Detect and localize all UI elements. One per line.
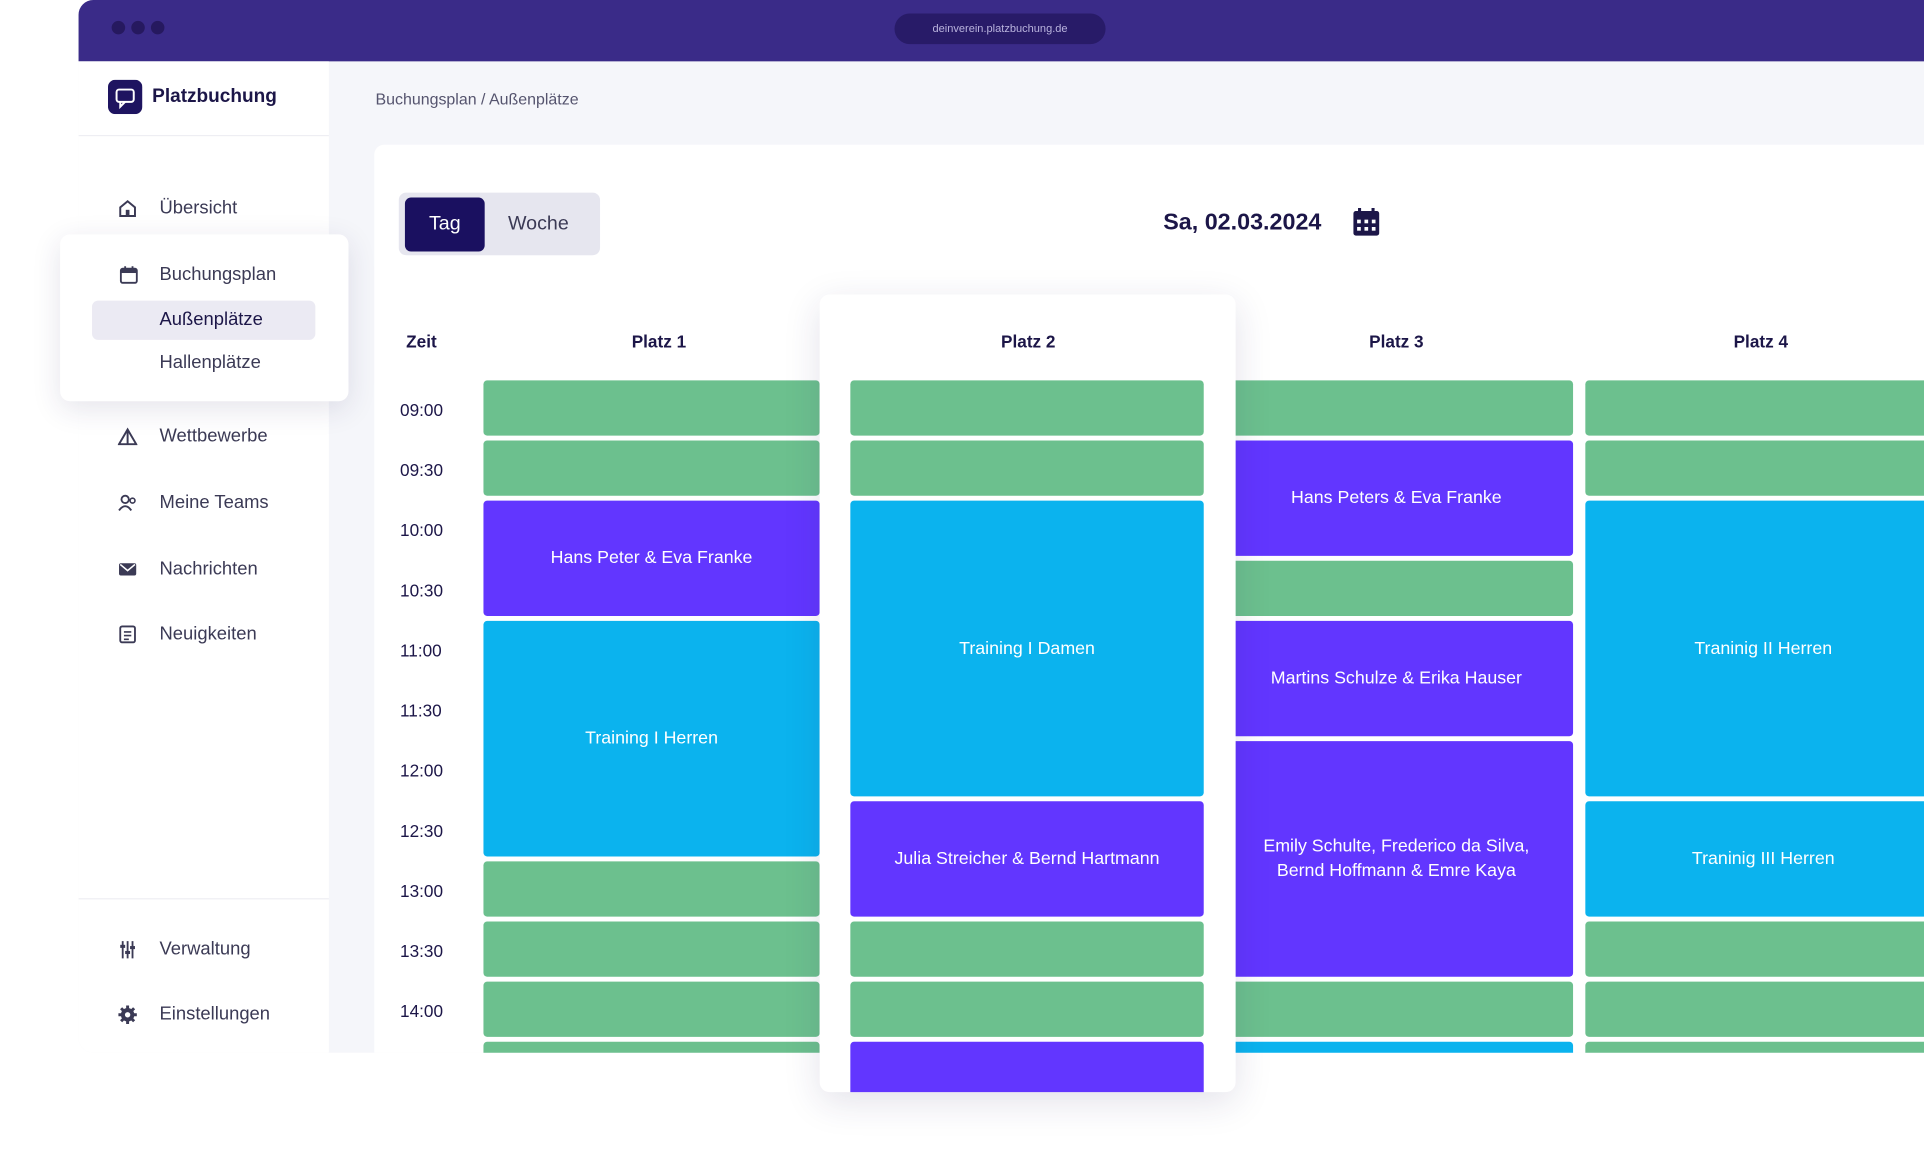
free-slot[interactable] bbox=[483, 981, 820, 1037]
divider bbox=[78, 898, 329, 900]
nav-item[interactable]: Wettbewerbe bbox=[159, 425, 268, 447]
free-slot[interactable] bbox=[850, 921, 1204, 977]
nav-item[interactable]: Übersicht bbox=[159, 197, 238, 219]
free-slot[interactable] bbox=[1219, 981, 1574, 1037]
court-header: Platz 4 bbox=[1733, 331, 1789, 351]
schedule-board: Tag Woche Sa, 02.03.2024 Zeit 09:00 09:30… bbox=[374, 144, 1924, 1053]
time-label: 14:00 bbox=[400, 1001, 444, 1021]
settings-icon bbox=[118, 1005, 137, 1024]
nav-item[interactable]: Buchungsplan bbox=[159, 263, 277, 285]
app-name: Platzbuchung bbox=[152, 85, 277, 107]
court-header: Platz 1 bbox=[631, 331, 687, 351]
nav-active-bg bbox=[92, 300, 316, 340]
court-header: Platz 3 bbox=[1369, 331, 1424, 351]
free-slot[interactable] bbox=[483, 1041, 820, 1053]
app-logo bbox=[107, 79, 143, 115]
free-slot[interactable] bbox=[1585, 981, 1924, 1037]
teams-icon bbox=[118, 494, 136, 512]
free-slot[interactable] bbox=[850, 380, 1204, 436]
booking[interactable]: Martins Schulze & Erika Hauser bbox=[1219, 620, 1574, 737]
nav-item[interactable]: Neuigkeiten bbox=[159, 623, 257, 645]
free-slot[interactable] bbox=[1585, 440, 1924, 496]
breadcrumb: Buchungsplan / Außenplätze bbox=[375, 89, 579, 108]
time-label: 11:00 bbox=[400, 640, 442, 661]
nav-item[interactable]: Meine Teams bbox=[159, 492, 269, 513]
nav-subitem-active[interactable]: Außenplätze bbox=[159, 309, 263, 331]
time-label: 13:00 bbox=[400, 881, 444, 901]
booking[interactable]: Julia Streicher & Bernd Hartmann bbox=[850, 801, 1204, 917]
free-slot[interactable] bbox=[483, 861, 820, 917]
window-dot bbox=[150, 20, 165, 35]
time-header: Zeit bbox=[406, 331, 437, 351]
divider bbox=[78, 134, 329, 137]
booking[interactable]: Traninig III Herren bbox=[1585, 801, 1924, 917]
url-bar[interactable]: deinverein.platzbuchung.de bbox=[894, 13, 1106, 45]
time-label: 09:00 bbox=[400, 400, 444, 420]
time-label: 11:30 bbox=[400, 700, 442, 721]
nav-submenu: Buchungsplan Außenplätze Hallenplätze bbox=[60, 234, 349, 402]
sidebar: Platzbuchung Übersicht Wettbewerbe Meine… bbox=[78, 61, 329, 1053]
free-slot[interactable] bbox=[1219, 560, 1574, 616]
url: deinverein.platzbuchung.de bbox=[932, 22, 1068, 35]
nav-item[interactable]: Nachrichten bbox=[159, 558, 258, 580]
free-slot[interactable] bbox=[1219, 380, 1574, 436]
time-label: 13:30 bbox=[400, 941, 444, 961]
booking[interactable]: Training I Damen bbox=[850, 500, 1204, 797]
browser-bar: deinverein.platzbuchung.de bbox=[78, 0, 1924, 62]
news-icon bbox=[119, 625, 136, 644]
date: Sa, 02.03.2024 bbox=[1163, 209, 1322, 236]
free-slot[interactable] bbox=[1585, 921, 1924, 977]
time-label: 10:30 bbox=[400, 580, 444, 601]
toggle-day[interactable]: Tag bbox=[404, 197, 485, 252]
court-card-highlight: Platz 2 Training I Damen Julia Streicher &… bbox=[819, 294, 1236, 1093]
date-picker-icon[interactable] bbox=[1352, 207, 1380, 236]
toggle-week[interactable]: Woche bbox=[507, 213, 569, 235]
time-label: 12:00 bbox=[400, 760, 444, 781]
admin-icon bbox=[120, 941, 135, 959]
free-slot[interactable] bbox=[483, 380, 820, 436]
free-slot[interactable] bbox=[483, 921, 820, 977]
booking[interactable]: Hans Peter & Eva Franke bbox=[483, 500, 820, 616]
booking[interactable]: Emily Schulte, Frederico da Silva, Bernd… bbox=[1219, 741, 1574, 977]
window-dot bbox=[111, 20, 126, 35]
time-label: 12:30 bbox=[400, 820, 444, 841]
time-label: 10:00 bbox=[400, 520, 444, 540]
messages-icon bbox=[119, 563, 137, 576]
free-slot[interactable] bbox=[1585, 1041, 1924, 1053]
booking[interactable] bbox=[850, 1041, 1204, 1093]
window-dot bbox=[131, 20, 145, 35]
nav-item[interactable]: Verwaltung bbox=[159, 938, 251, 960]
free-slot[interactable] bbox=[850, 981, 1204, 1037]
nav-item[interactable]: Einstellungen bbox=[159, 1003, 271, 1025]
competitions-icon bbox=[117, 427, 138, 446]
court-header: Platz 2 bbox=[1001, 331, 1056, 351]
booking[interactable] bbox=[1219, 1041, 1574, 1053]
free-slot[interactable] bbox=[1585, 380, 1924, 436]
booking[interactable]: Hans Peters & Eva Franke bbox=[1219, 440, 1574, 556]
booking[interactable]: Traninig II Herren bbox=[1585, 500, 1924, 797]
free-slot[interactable] bbox=[850, 440, 1204, 496]
home-icon bbox=[119, 199, 136, 217]
free-slot[interactable] bbox=[483, 440, 820, 496]
booking[interactable]: Training I Herren bbox=[483, 620, 820, 857]
calendar-icon bbox=[119, 266, 138, 284]
time-label: 09:30 bbox=[400, 460, 444, 480]
view-toggle: Tag Woche bbox=[398, 192, 601, 256]
nav-subitem[interactable]: Hallenplätze bbox=[159, 352, 261, 374]
